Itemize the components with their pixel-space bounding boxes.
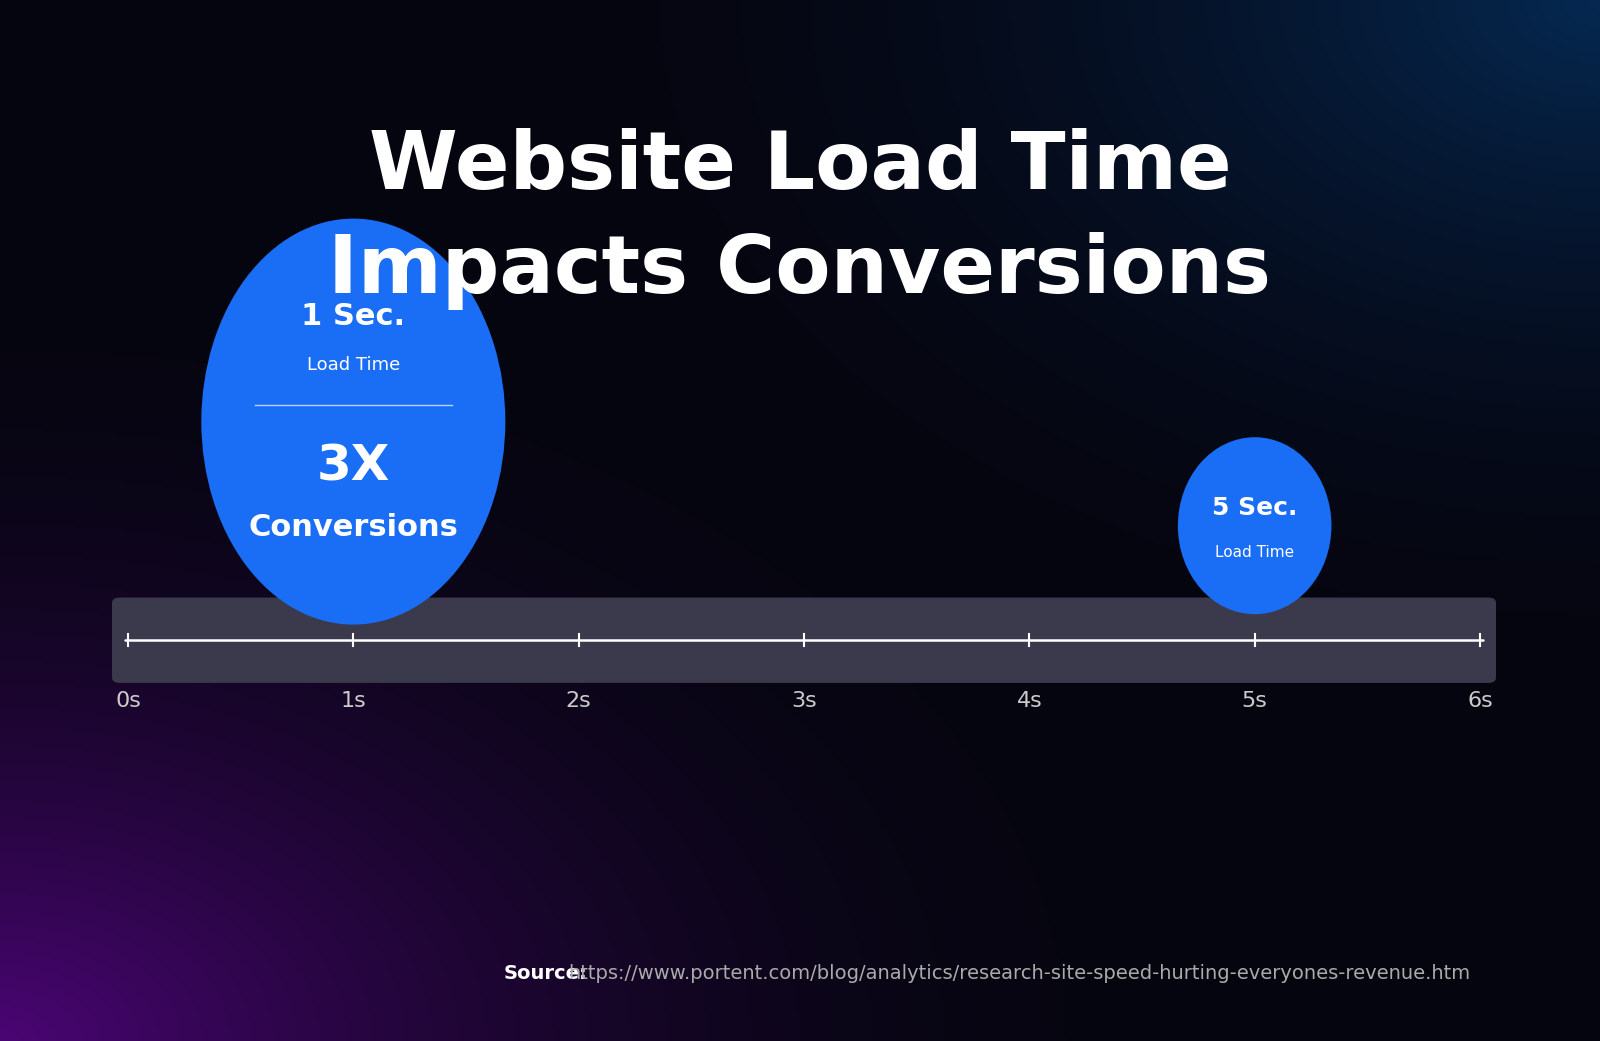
Text: 6s: 6s (1467, 690, 1493, 711)
Text: 1s: 1s (341, 690, 366, 711)
Text: 1 Sec.: 1 Sec. (301, 302, 405, 331)
Text: 2s: 2s (566, 690, 592, 711)
Text: 4s: 4s (1016, 690, 1042, 711)
Text: https://www.portent.com/blog/analytics/research-site-speed-hurting-everyones-rev: https://www.portent.com/blog/analytics/r… (568, 964, 1470, 983)
Text: Conversions: Conversions (248, 512, 458, 541)
Text: 5s: 5s (1242, 690, 1267, 711)
Ellipse shape (1178, 437, 1331, 614)
FancyBboxPatch shape (112, 598, 1496, 683)
Ellipse shape (202, 219, 506, 625)
Text: Source:: Source: (504, 964, 587, 983)
Text: 5 Sec.: 5 Sec. (1211, 496, 1298, 520)
Text: 3s: 3s (790, 690, 818, 711)
Text: 0s: 0s (115, 690, 141, 711)
Text: Load Time: Load Time (1214, 544, 1294, 560)
Text: Website Load Time: Website Load Time (368, 128, 1232, 205)
Text: 3X: 3X (317, 442, 390, 490)
Text: Load Time: Load Time (307, 356, 400, 374)
Text: Impacts Conversions: Impacts Conversions (328, 232, 1272, 309)
